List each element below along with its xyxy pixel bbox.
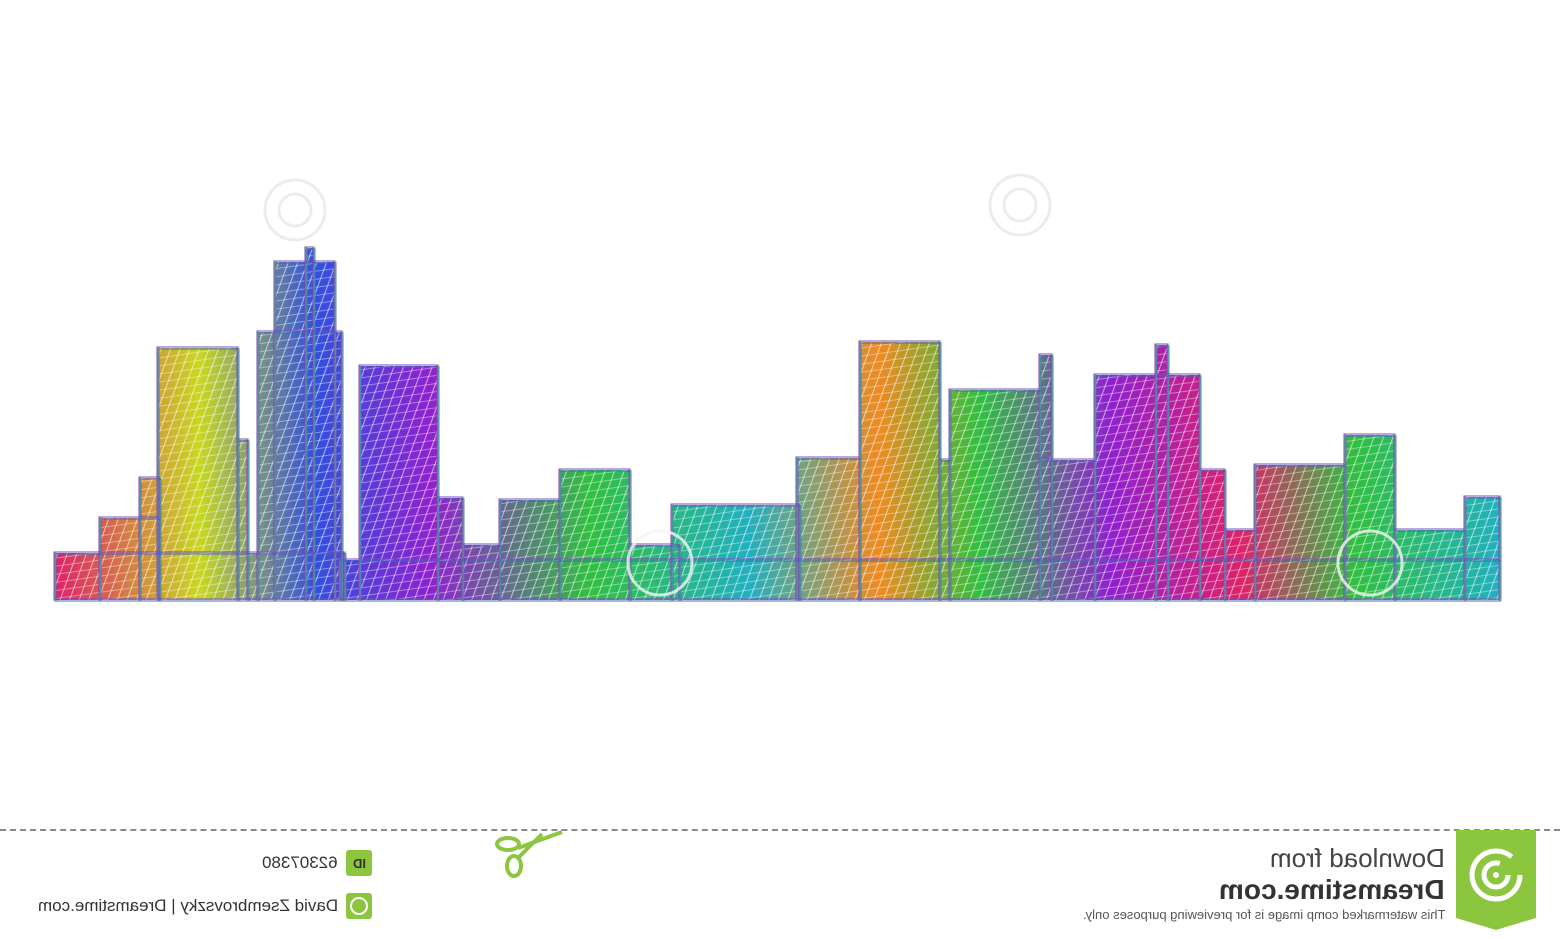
author-credit: David Zsembrovszky | Dreamstime.com <box>37 896 338 915</box>
dreamstime-brand: Dreamstime.com <box>1219 874 1445 905</box>
id-badge: ID <box>346 850 372 876</box>
watermark <box>263 173 1404 597</box>
image-id: 62307380 <box>262 853 338 872</box>
skyline-hatch-cross <box>55 248 1500 600</box>
watermark-notice: This watermarked comp image is for previ… <box>1082 907 1445 922</box>
skyline-outline-stroke <box>54 246 1501 600</box>
spiral-logo-icon <box>1456 830 1536 930</box>
skyline-silhouette <box>53 246 1502 602</box>
id-label: ID <box>352 855 366 871</box>
copyright-icon <box>346 893 372 919</box>
skyline-illustration <box>53 173 1502 602</box>
scissors-icon <box>495 830 563 878</box>
download-from: Download from <box>1270 843 1445 873</box>
cut-line <box>0 829 1560 831</box>
skyline-outline-stroke <box>53 246 1500 600</box>
skyline-outline-stroke <box>55 248 1502 602</box>
